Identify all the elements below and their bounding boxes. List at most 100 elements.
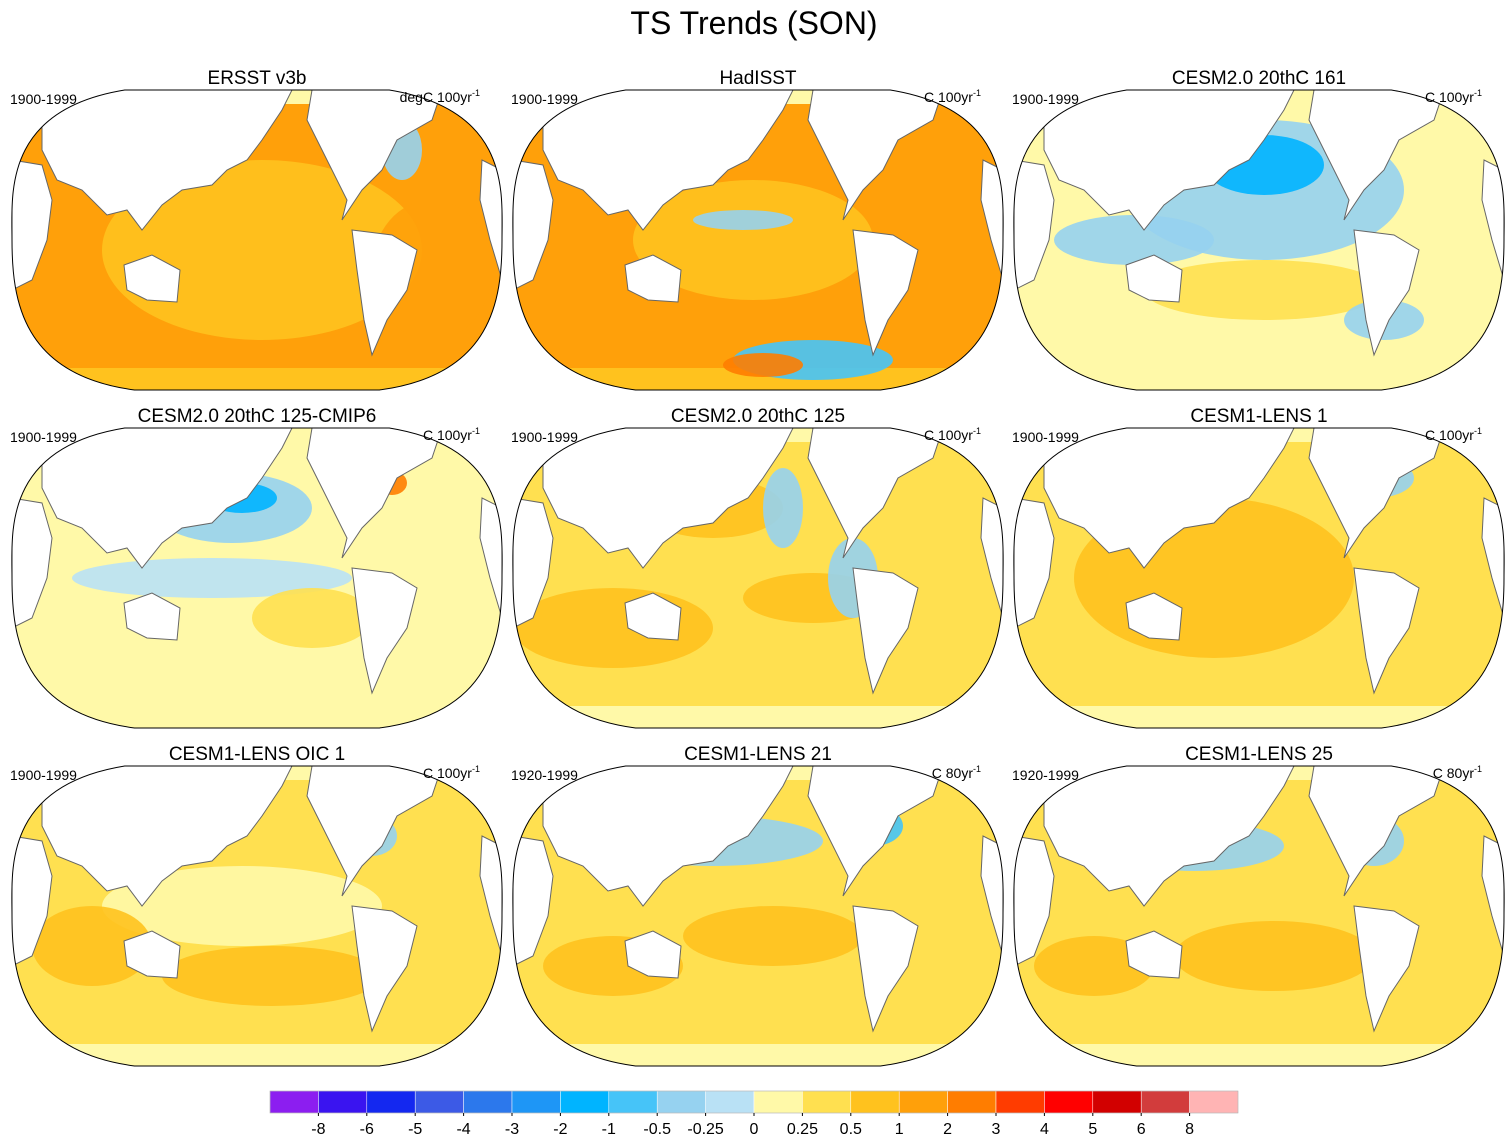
land (1308, 90, 1445, 221)
polar-band (12, 706, 502, 728)
map-border (1013, 765, 1505, 1067)
colorbar-box (463, 1090, 513, 1114)
anomaly-region (1174, 921, 1374, 991)
colorbar-box (753, 1090, 803, 1114)
units-exponent: -1 (1474, 764, 1482, 774)
colorbar-box (995, 1090, 1045, 1114)
panel-title: ERSST v3b (208, 68, 307, 89)
colorbar-box (1044, 1090, 1094, 1114)
land (852, 905, 919, 1033)
colorbar-box (269, 1090, 319, 1114)
land (1353, 905, 1420, 1033)
units-base: C 100yr (1425, 427, 1474, 443)
land (542, 428, 794, 569)
panel-period: 1900-1999 (10, 767, 77, 783)
colorbar-label: 4 (1040, 1121, 1049, 1138)
map-field (512, 766, 1004, 1066)
colorbar-label: -2 (553, 1121, 567, 1138)
panel-period: 1900-1999 (511, 429, 578, 445)
panel-title: CESM2.0 20thC 125 (671, 406, 845, 427)
panel-period: 1900-1999 (511, 91, 578, 107)
panel-units: C 100yr-1 (924, 88, 981, 105)
anomaly-region (723, 353, 803, 377)
map-field (11, 766, 503, 1066)
colorbar-label: -1 (602, 1121, 616, 1138)
map-field (512, 90, 1004, 390)
map-panel: CESM1-LENS OIC 1 1900-1999 C 100yr-1 (10, 744, 503, 1067)
units-base: C 100yr (423, 765, 472, 781)
panel-period: 1900-1999 (10, 91, 77, 107)
panel-period: 1900-1999 (10, 429, 77, 445)
map-field (1013, 90, 1505, 390)
polar-band (1014, 1044, 1504, 1066)
colorbar-box (366, 1090, 416, 1114)
colorbar-box (656, 1090, 706, 1114)
land (351, 229, 418, 357)
panel-title: CESM1-LENS 1 (1190, 406, 1327, 427)
colorbar-label: -4 (456, 1121, 470, 1138)
panel-title: CESM1-LENS OIC 1 (169, 744, 345, 765)
land (306, 428, 443, 559)
panel-title: CESM1-LENS 25 (1185, 744, 1333, 765)
land (542, 766, 794, 907)
map-panel: CESM2.0 20thC 161 1900-1999 C 100yr-1 (1012, 68, 1505, 391)
units-exponent: -1 (973, 426, 981, 436)
panel-period: 1900-1999 (1012, 91, 1079, 107)
colorbar-box (608, 1090, 658, 1114)
colorbar-label: 3 (992, 1121, 1001, 1138)
map-field (11, 428, 503, 728)
polar-band (12, 368, 502, 390)
colorbar-box (511, 1090, 561, 1114)
land (41, 90, 293, 231)
land (807, 90, 944, 221)
land (351, 905, 418, 1033)
land (123, 930, 181, 979)
map-border (1013, 427, 1505, 729)
land (123, 592, 181, 641)
units-exponent: -1 (973, 764, 981, 774)
land (1043, 90, 1295, 231)
panel-title: HadISST (719, 68, 796, 89)
units-exponent: -1 (973, 88, 981, 98)
map-border (512, 765, 1004, 1067)
map-border (512, 427, 1004, 729)
polar-band (1014, 706, 1504, 728)
land (306, 90, 443, 221)
colorbar-label: 8 (1185, 1121, 1194, 1138)
colorbar-label: 2 (943, 1121, 952, 1138)
land (1353, 229, 1420, 357)
anomaly-region (633, 180, 873, 300)
panel-units: C 80yr-1 (932, 764, 981, 781)
land (1125, 930, 1183, 979)
map-field (512, 428, 1004, 728)
colorbar-label: -5 (408, 1121, 422, 1138)
land (1125, 254, 1183, 303)
units-exponent: -1 (1474, 88, 1482, 98)
map-border (512, 89, 1004, 391)
land (624, 592, 682, 641)
map-border (11, 765, 503, 1067)
land (41, 428, 293, 569)
colorbar-label: -0.25 (687, 1121, 724, 1138)
anomaly-region (513, 588, 713, 668)
colorbar-label: 0.5 (840, 1121, 862, 1138)
anomaly-region (372, 200, 492, 340)
panel-units: C 100yr-1 (1425, 426, 1482, 443)
polar-band (513, 706, 1003, 728)
land (624, 254, 682, 303)
land (306, 766, 443, 897)
polar-band (1014, 368, 1504, 390)
land (1043, 428, 1295, 569)
anomaly-region (763, 468, 803, 548)
map-field (1013, 428, 1505, 728)
panel-title: CESM2.0 20thC 161 (1172, 68, 1346, 89)
units-exponent: -1 (472, 88, 480, 98)
anomaly-region (693, 210, 793, 230)
units-base: C 80yr (1433, 765, 1475, 781)
map-border (11, 427, 503, 729)
map-panel: CESM1-LENS 1 1900-1999 C 100yr-1 (1012, 406, 1505, 729)
land (41, 766, 293, 907)
units-exponent: -1 (472, 426, 480, 436)
panel-units: C 100yr-1 (423, 426, 480, 443)
